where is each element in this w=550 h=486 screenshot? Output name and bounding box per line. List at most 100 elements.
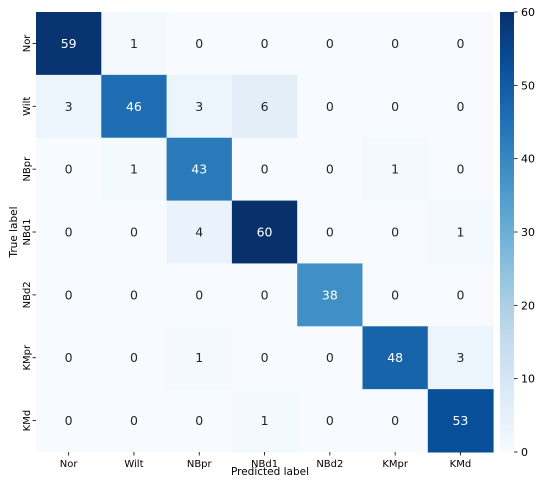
cell-value-label: 1 <box>456 225 464 240</box>
cell-value-label: 0 <box>391 225 399 240</box>
heatmap-cell <box>297 74 363 139</box>
cell-value-label: 4 <box>195 225 203 240</box>
x-tick-label: KMpr <box>382 459 409 470</box>
heatmap-cell <box>427 74 494 139</box>
heatmap-cell <box>101 326 168 390</box>
y-tick-label: NBd2 <box>22 281 33 308</box>
heatmap-cell <box>427 137 494 202</box>
cell-value-label: 0 <box>195 413 203 428</box>
heatmap-cell <box>362 326 429 390</box>
cell-value-label: 0 <box>65 162 73 177</box>
y-tick-label: KMpr <box>22 344 33 371</box>
cell-value-label: 0 <box>326 99 334 114</box>
heatmap-cell <box>427 326 494 390</box>
y-tick-label: NBpr <box>22 156 33 182</box>
heatmap-cell <box>166 263 233 327</box>
heatmap-cell <box>362 200 429 264</box>
cell-value-label: 59 <box>61 36 77 51</box>
heatmap-cell <box>362 137 429 202</box>
x-tick-label: Nor <box>60 459 79 470</box>
cell-value-label: 38 <box>322 287 338 302</box>
heatmap-cell <box>166 12 233 76</box>
x-tick-label: Wilt <box>124 459 143 470</box>
colorbar-tick-label: 30 <box>521 226 535 239</box>
cell-value-label: 0 <box>195 287 203 302</box>
y-axis-ticks: Nor Wilt NBpr NBd1 NBd2 KMpr KMd <box>22 34 36 432</box>
heatmap-cell <box>36 74 102 139</box>
heatmap-cell <box>166 74 233 139</box>
x-tick-label: KMd <box>450 459 472 470</box>
cell-value-label: 0 <box>391 36 399 51</box>
heatmap-cell <box>101 263 168 327</box>
cell-value-label: 0 <box>65 287 73 302</box>
cell-value-label: 3 <box>65 99 73 114</box>
cell-value-label: 0 <box>65 225 73 240</box>
cell-value-label: 0 <box>130 413 138 428</box>
heatmap-cell <box>101 389 168 453</box>
cell-value-label: 0 <box>130 350 138 365</box>
cell-value-label: 0 <box>456 36 464 51</box>
cell-value-label: 0 <box>326 225 334 240</box>
heatmap-cell <box>36 137 102 202</box>
heatmap-cell <box>427 200 494 264</box>
heatmap-cell <box>231 326 298 390</box>
cell-value-label: 0 <box>326 413 334 428</box>
cell-value-label: 3 <box>195 99 203 114</box>
heatmap-cell <box>36 12 102 76</box>
heatmap-cell <box>297 263 363 327</box>
colorbar-tick-label: 50 <box>521 79 535 92</box>
heatmap-cell <box>362 74 429 139</box>
heatmap-cell <box>231 263 298 327</box>
heatmap-cell <box>231 200 298 264</box>
heatmap-cell <box>101 74 168 139</box>
heatmap-cell <box>101 12 168 76</box>
heatmap-cell <box>427 12 494 76</box>
cell-value-label: 46 <box>126 99 142 114</box>
heatmap-cell <box>166 389 233 453</box>
cell-value-label: 0 <box>456 287 464 302</box>
cell-value-label: 0 <box>261 162 269 177</box>
x-axis-ticks: Nor Wilt NBpr NBd1 NBd2 KMpr KMd <box>60 452 471 470</box>
heatmap-cell <box>362 389 429 453</box>
heatmap-cell <box>427 389 494 453</box>
heatmap-cell-labels: 59 1 0 0 0 0 03 46 3 6 0 0 00 1 43 0 0 1 00 0 4 60 0 0 10 0 0 0 38 0 0… <box>61 36 469 428</box>
heatmap-cell <box>166 326 233 390</box>
cell-value-label: 0 <box>130 287 138 302</box>
cell-value-label: 0 <box>65 350 73 365</box>
cell-value-label: 0 <box>261 287 269 302</box>
heatmap-cell <box>297 200 363 264</box>
heatmap-cell <box>231 137 298 202</box>
colorbar <box>500 12 514 452</box>
y-tick-label: Nor <box>22 34 33 53</box>
heatmap-cell <box>231 12 298 76</box>
heatmap-cell <box>166 200 233 264</box>
heatmap-cell <box>297 137 363 202</box>
heatmap-cell <box>297 12 363 76</box>
heatmap-cell <box>427 263 494 327</box>
heatmap-cell <box>101 200 168 264</box>
heatmap-cell <box>231 389 298 453</box>
cell-value-label: 1 <box>391 162 399 177</box>
cell-value-label: 43 <box>191 162 207 177</box>
cell-value-label: 0 <box>391 99 399 114</box>
heatmap-cell <box>36 326 102 390</box>
y-tick-label: KMd <box>22 410 33 432</box>
heatmap-cell <box>101 137 168 202</box>
cell-value-label: 0 <box>456 162 464 177</box>
colorbar-tick-label: 40 <box>521 153 535 166</box>
cell-value-label: 0 <box>261 36 269 51</box>
colorbar-tick-label: 60 <box>521 6 535 19</box>
cell-value-label: 0 <box>65 413 73 428</box>
colorbar-ticks: 0 10 20 30 40 50 60 <box>514 6 535 459</box>
cell-value-label: 48 <box>387 350 403 365</box>
y-tick-label: NBd1 <box>22 218 33 245</box>
x-axis-label: Predicted label <box>231 466 309 478</box>
cell-value-label: 0 <box>391 413 399 428</box>
cell-value-label: 0 <box>130 225 138 240</box>
cell-value-label: 6 <box>261 99 269 114</box>
cell-value-label: 0 <box>261 350 269 365</box>
colorbar-tick-label: 20 <box>521 299 535 312</box>
cell-value-label: 0 <box>326 162 334 177</box>
cell-value-label: 1 <box>261 413 269 428</box>
